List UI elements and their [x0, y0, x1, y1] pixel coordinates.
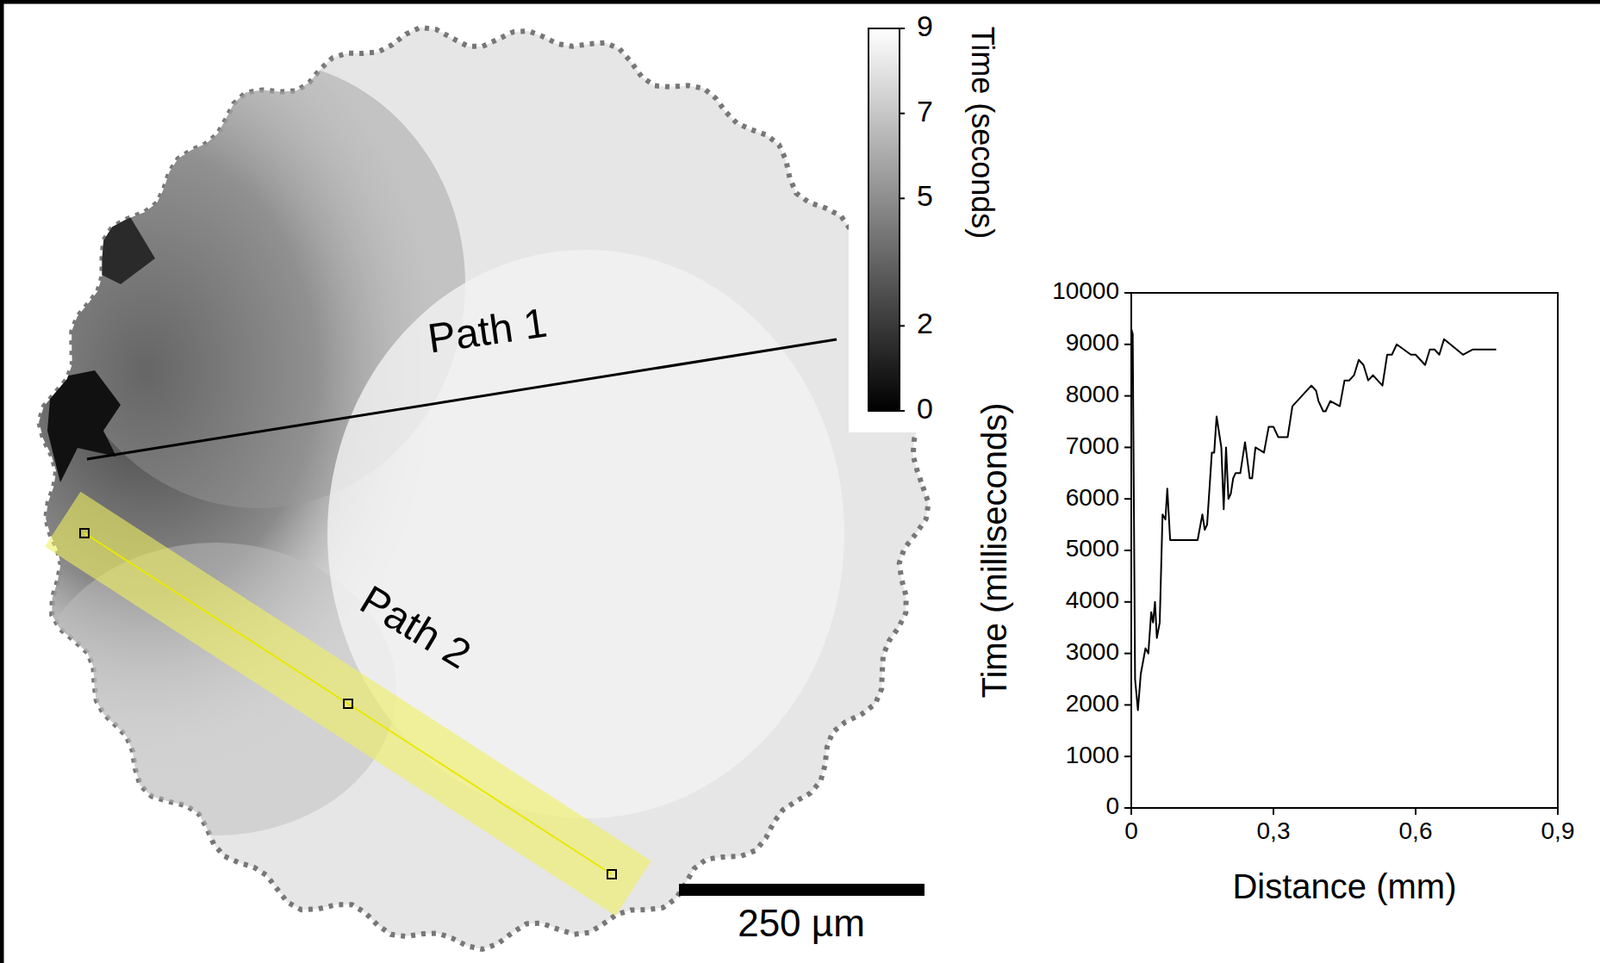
y-tick-label: 0	[1105, 792, 1120, 820]
path-label: Path 2	[352, 576, 479, 678]
colorbar-background	[848, 10, 953, 433]
path-band	[44, 491, 652, 916]
x-axis-title: Distance (mm)	[1232, 867, 1457, 906]
path-handle	[607, 870, 617, 879]
path-line	[84, 533, 612, 875]
path-line	[87, 339, 837, 460]
colorbar-tick-label: 9	[916, 9, 934, 43]
y-tick	[1124, 549, 1132, 552]
y-tick	[1124, 755, 1132, 758]
y-tick	[1124, 653, 1132, 655]
colorbar-tick	[899, 324, 905, 327]
colorbar-tick	[899, 197, 905, 200]
tissue-shading	[0, 0, 845, 836]
earliest-region	[81, 215, 156, 285]
y-tick-label: 5000	[1065, 535, 1120, 562]
y-tick-label: 8000	[1065, 380, 1120, 408]
y-tick-label: 1000	[1065, 741, 1120, 769]
y-tick	[1124, 395, 1132, 398]
colorbar-tick-label: 2	[916, 306, 934, 340]
x-tick	[1130, 808, 1133, 816]
y-tick	[1124, 343, 1132, 346]
earliest-region	[47, 370, 121, 483]
colorbar-tick-label: 5	[916, 179, 934, 212]
plot-frame	[1131, 292, 1558, 809]
x-tick-label: 0,9	[1541, 817, 1576, 845]
frame	[0, 0, 5, 963]
colorbar-title: Time (seconds)	[964, 26, 1001, 240]
y-tick	[1124, 498, 1132, 500]
y-tick-label: 6000	[1065, 484, 1120, 511]
colorbar-tick	[899, 112, 905, 115]
plot-data	[1131, 329, 1497, 711]
x-tick	[1556, 808, 1559, 816]
y-axis-title: Time (milliseconds)	[975, 402, 1014, 698]
y-tick	[1124, 446, 1132, 449]
y-tick-label: 9000	[1065, 329, 1120, 356]
y-tick-label: 4000	[1065, 586, 1120, 614]
colorbar-tick	[899, 410, 905, 412]
frame	[0, 0, 1600, 5]
colorbar-tick	[899, 27, 905, 30]
data-line	[1131, 329, 1497, 711]
y-tick	[1124, 292, 1132, 294]
colorbar-tick-label: 0	[916, 392, 934, 425]
y-tick	[1124, 807, 1132, 810]
colorbar-tick-label: 7	[916, 94, 934, 128]
y-tick-label: 2000	[1065, 690, 1120, 717]
path-handle	[343, 699, 353, 709]
x-tick	[1414, 808, 1417, 816]
scale-bar-label: 250 µm	[737, 902, 866, 945]
colorbar	[868, 28, 900, 411]
path-handle	[80, 529, 89, 538]
x-tick-label: 0,6	[1399, 817, 1433, 845]
x-tick-label: 0	[1124, 817, 1139, 845]
y-tick-label: 7000	[1065, 432, 1120, 460]
scale-bar	[678, 884, 925, 897]
y-tick-label: 3000	[1065, 638, 1120, 666]
x-tick	[1272, 808, 1275, 816]
y-tick	[1124, 703, 1132, 706]
x-tick-label: 0,3	[1257, 817, 1291, 845]
y-tick-label: 10000	[1052, 277, 1120, 305]
y-tick	[1124, 601, 1132, 604]
path-label: Path 1	[424, 299, 550, 362]
